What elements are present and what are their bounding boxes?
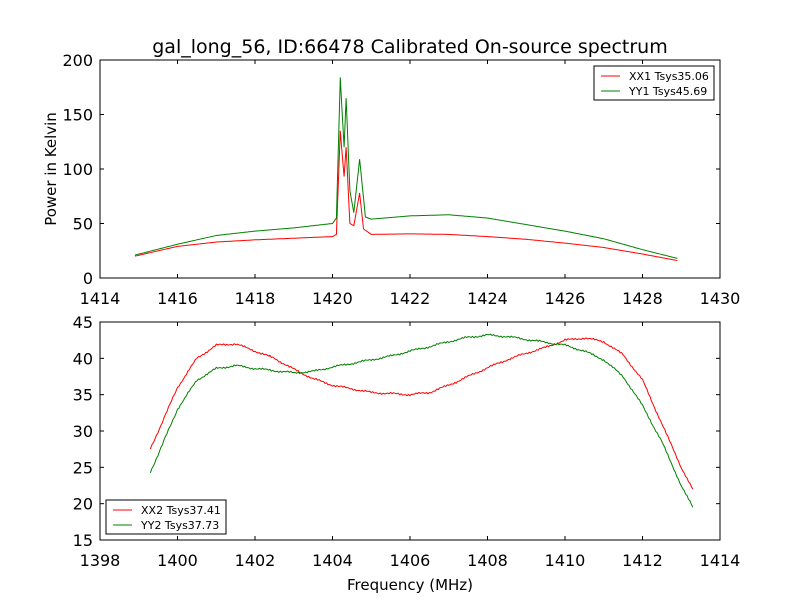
x-tick-label: 1418 [235,289,276,308]
subplot-2: 1398 1400 1402 1404 1406 1408 1410 1412 1414 15 20… [73,313,741,594]
subplot-1: 1414 1416 1418 1420 1422 1424 1426 1428 1430 0 50 1… [42,36,740,308]
legend-label: YY2 Tsys37.73 [140,519,219,532]
y-tick-label: 30 [73,422,93,441]
y-tick-label: 25 [73,458,93,477]
series-line-xx1 [134,130,678,262]
y-tick-label: 150 [62,106,93,125]
series-line-xx2 [149,337,694,490]
y-tick-label: 45 [73,313,93,332]
legend-label: XX2 Tsys37.41 [141,504,221,517]
y-tick-label: 100 [62,160,93,179]
x-tick-label: 1428 [622,289,663,308]
y-axis-label: Power in Kelvin [42,112,60,226]
x-tick-label: 1408 [467,551,508,570]
y-tick-label: 50 [73,215,93,234]
y-tick-label: 15 [73,531,93,550]
x-tick-label: 1414 [700,551,741,570]
x-tick-label: 1402 [235,551,276,570]
legend-box [593,65,715,101]
chart-title: gal_long_56, ID:66478 Calibrated On-sour… [152,36,667,58]
x-axis-label: Frequency (MHz) [347,576,473,594]
legend: XX2 Tsys37.41 YY2 Tsys37.73 [105,499,227,535]
legend-box [105,499,227,535]
x-tick-label: 1416 [157,289,198,308]
x-tick-label: 1420 [312,289,353,308]
x-tick-label: 1414 [80,289,121,308]
x-tick-label: 1406 [390,551,431,570]
x-tick-label: 1404 [312,551,353,570]
y-tick-label: 0 [83,269,93,288]
x-tick-label: 1430 [700,289,741,308]
y-tick-label: 35 [73,386,93,405]
legend: XX1 Tsys35.06 YY1 Tsys45.69 [593,65,715,101]
series-line-yy2 [149,333,694,508]
y-tick-label: 40 [73,349,93,368]
x-tick-label: 1412 [622,551,663,570]
x-tick-label: 1422 [390,289,431,308]
series-line-yy1 [134,77,678,259]
legend-label: YY1 Tsys45.69 [628,85,707,98]
x-tick-label: 1410 [545,551,586,570]
y-tick-label: 20 [73,495,93,514]
legend-label: XX1 Tsys35.06 [629,70,709,83]
y-tick-label: 200 [62,51,93,70]
x-tick-label: 1424 [467,289,508,308]
x-tick-label: 1426 [545,289,586,308]
x-tick-label: 1400 [157,551,198,570]
x-tick-label: 1398 [80,551,121,570]
